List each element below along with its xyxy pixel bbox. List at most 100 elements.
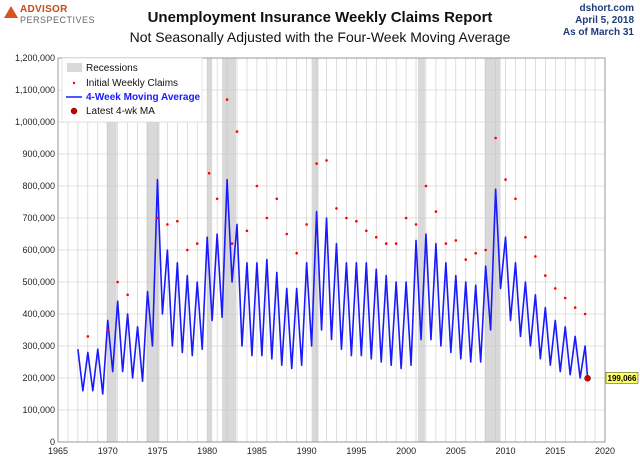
y-tick-label: 1,100,000 xyxy=(15,85,55,95)
legend-box xyxy=(61,57,203,123)
plot-area: 0 100,000 200,000 300,000 400,000 500,000 600,… xyxy=(15,53,639,456)
y-tick-label: 100,000 xyxy=(22,405,55,415)
source-asof: As of March 31 xyxy=(562,27,634,38)
latest-ma-callout-box xyxy=(605,372,639,384)
scatter-point-initial-claims xyxy=(335,207,338,210)
scatter-point-initial-claims xyxy=(524,235,527,239)
legend-latest-marker xyxy=(70,107,78,115)
y-tick-label: 600,000 xyxy=(22,245,55,255)
latest-ma-callout-label: 199,066 xyxy=(608,374,637,383)
scatter-point-initial-claims xyxy=(444,242,448,245)
y-tick-label: 1,000,000 xyxy=(15,117,55,127)
y-tick-label: 200,000 xyxy=(22,373,55,383)
chart-title: Unemployment Insurance Weekly Claims Rep… xyxy=(147,9,493,26)
scatter-point-initial-claims xyxy=(464,258,468,261)
scatter-point-initial-claims xyxy=(176,219,179,223)
source-date: April 5, 2018 xyxy=(575,15,634,26)
scatter-point-initial-claims xyxy=(414,223,418,226)
legend-claims-label: Initial Weekly Claims xyxy=(86,78,178,89)
scatter-point-initial-claims xyxy=(235,130,239,133)
y-tick-label: 800,000 xyxy=(22,181,55,191)
scatter-point-initial-claims xyxy=(345,216,348,220)
x-tick-label: 2020 xyxy=(595,446,615,456)
scatter-point-initial-claims xyxy=(544,274,547,277)
scatter-point-initial-claims xyxy=(126,293,129,297)
series-line-4wk-ma xyxy=(77,178,589,395)
source-block: dshort.com April 5, 2018 As of March 31 xyxy=(563,3,634,39)
y-tick-label: 1,200,000 xyxy=(15,53,55,63)
x-tick-label: 1975 xyxy=(147,446,167,456)
legend-recession-swatch xyxy=(67,63,82,72)
x-tick-label: 1985 xyxy=(247,446,267,456)
x-tick-label: 1995 xyxy=(346,446,366,456)
chart-subtitle: Not Seasonally Adjusted with the Four-We… xyxy=(129,29,511,45)
y-tick-label: 300,000 xyxy=(22,341,55,351)
scatter-point-initial-claims xyxy=(384,242,388,245)
x-tick-label: 1990 xyxy=(297,446,317,456)
y-tick-label: 700,000 xyxy=(22,213,55,223)
legend-recessions-label: Recessions xyxy=(86,63,138,74)
scatter-point-initial-claims xyxy=(275,197,279,201)
scatter-point-initial-claims xyxy=(374,235,378,239)
scatter-point-initial-claims xyxy=(185,248,189,252)
legend: Recessions Initial Weekly Claims 4-Week … xyxy=(61,57,203,123)
scatter-point-initial-claims xyxy=(225,98,229,101)
scatter-point-initial-claims xyxy=(156,216,159,220)
scatter-point-initial-claims xyxy=(215,197,219,201)
scatter-point-initial-claims xyxy=(424,184,428,188)
scatter-point-initial-claims xyxy=(504,178,507,181)
y-tick-label: 0 xyxy=(50,437,55,447)
logo-text-line1: ADVISOR xyxy=(20,4,68,15)
scatter-point-initial-claims xyxy=(534,255,537,258)
x-tick-label: 2015 xyxy=(545,446,565,456)
plot-frame xyxy=(57,57,606,443)
scatter-point-initial-claims xyxy=(563,296,567,300)
x-tick-label: 2005 xyxy=(446,446,466,456)
scatter-point-initial-claims xyxy=(195,242,199,245)
scatter-point-initial-claims xyxy=(305,223,308,226)
legend-ma-label: 4-Week Moving Average xyxy=(86,92,201,103)
scatter-point-initial-claims xyxy=(454,239,458,242)
scatter-point-initial-claims xyxy=(325,159,328,162)
scatter-point-initial-claims xyxy=(404,216,408,220)
legend-claims-marker xyxy=(72,81,76,85)
scatter-point-initial-claims xyxy=(86,335,90,338)
scatter-point-initial-claims xyxy=(116,280,119,284)
scatter-point-initial-claims xyxy=(106,328,110,332)
x-tick-label: 1965 xyxy=(48,446,68,456)
x-tick-label: 1970 xyxy=(98,446,118,456)
scatter-point-initial-claims xyxy=(166,223,169,226)
scatter-point-initial-claims xyxy=(514,197,517,201)
scatter-point-initial-claims xyxy=(355,219,358,223)
x-tick-label: 2010 xyxy=(496,446,516,456)
scatter-point-initial-claims xyxy=(583,312,587,316)
scatter-point-initial-claims xyxy=(255,184,259,188)
scatter-point-initial-claims xyxy=(484,248,487,252)
advisor-perspectives-logo: ADVISOR PERSPECTIVES xyxy=(4,3,114,27)
x-tick-label: 2000 xyxy=(396,446,416,456)
logo-text-line2: PERSPECTIVES xyxy=(20,15,96,25)
y-tick-label: 500,000 xyxy=(22,277,55,287)
scatter-point-initial-claims xyxy=(265,216,269,220)
scatter-point-initial-claims xyxy=(315,162,318,165)
scatter-point-initial-claims xyxy=(207,171,211,175)
scatter-point-initial-claims xyxy=(573,306,577,309)
scatter-point-initial-claims xyxy=(553,287,557,290)
scatter-point-initial-claims xyxy=(494,136,497,140)
y-tick-label: 900,000 xyxy=(22,149,55,159)
x-tick-label: 1980 xyxy=(197,446,217,456)
scatter-point-initial-claims xyxy=(245,229,249,233)
scatter-point-initial-claims xyxy=(365,229,368,233)
scatter-point-initial-claims xyxy=(295,251,298,255)
scatter-point-initial-claims xyxy=(434,210,438,213)
scatter-point-initial-claims xyxy=(394,242,398,245)
latest-ma-marker xyxy=(584,375,591,382)
scatter-point-initial-claims xyxy=(230,242,234,245)
legend-latest-label: Latest 4-wk MA xyxy=(86,106,155,117)
y-tick-label: 400,000 xyxy=(22,309,55,319)
scatter-point-initial-claims xyxy=(285,232,289,236)
logo-triangle-icon xyxy=(4,6,18,18)
scatter-point-initial-claims xyxy=(474,251,478,255)
source-site: dshort.com xyxy=(579,3,634,14)
